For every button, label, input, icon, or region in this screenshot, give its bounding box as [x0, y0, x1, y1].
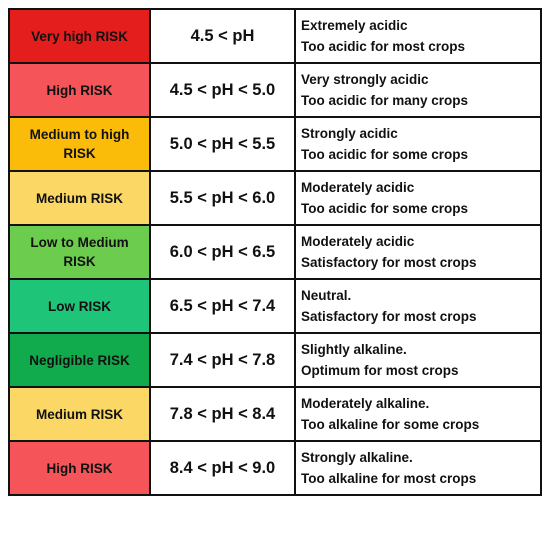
acidity-description: Slightly alkaline.: [301, 342, 407, 357]
description-cell: Moderately acidic Satisfactory for most …: [294, 224, 542, 280]
ph-range-cell: 4.5 < pH < 5.0: [149, 62, 296, 118]
acidity-description: Moderately acidic: [301, 234, 415, 249]
risk-level-cell: Medium to high RISK: [8, 116, 151, 172]
description-cell: Slightly alkaline. Optimum for most crop…: [294, 332, 542, 388]
risk-level-cell: Medium RISK: [8, 170, 151, 226]
crop-suitability: Satisfactory for most crops: [301, 309, 477, 324]
risk-level-cell: Very high RISK: [8, 8, 151, 64]
crop-suitability: Too alkaline for some crops: [301, 417, 480, 432]
risk-level-cell: Low RISK: [8, 278, 151, 334]
table-row: Negligible RISK 7.4 < pH < 7.8 Slightly …: [8, 332, 542, 388]
ph-range-cell: 4.5 < pH: [149, 8, 296, 64]
crop-suitability: Too acidic for some crops: [301, 201, 469, 216]
description-cell: Neutral. Satisfactory for most crops: [294, 278, 542, 334]
table-row: Medium RISK 5.5 < pH < 6.0 Moderately ac…: [8, 170, 542, 226]
acidity-description: Strongly acidic: [301, 126, 398, 141]
table-row: Medium RISK 7.8 < pH < 8.4 Moderately al…: [8, 386, 542, 442]
ph-range-cell: 7.4 < pH < 7.8: [149, 332, 296, 388]
crop-suitability: Too acidic for some crops: [301, 147, 469, 162]
table-row: High RISK 8.4 < pH < 9.0 Strongly alkali…: [8, 440, 542, 496]
crop-suitability: Too acidic for most crops: [301, 39, 466, 54]
crop-suitability: Satisfactory for most crops: [301, 255, 477, 270]
acidity-description: Moderately acidic: [301, 180, 415, 195]
acidity-description: Extremely acidic: [301, 18, 408, 33]
table-row: Low to Medium RISK 6.0 < pH < 6.5 Modera…: [8, 224, 542, 280]
ph-range-cell: 6.0 < pH < 6.5: [149, 224, 296, 280]
table-row: Very high RISK 4.5 < pH Extremely acidic…: [8, 8, 542, 64]
ph-range-cell: 6.5 < pH < 7.4: [149, 278, 296, 334]
description-cell: Strongly acidic Too acidic for some crop…: [294, 116, 542, 172]
acidity-description: Very strongly acidic: [301, 72, 429, 87]
description-cell: Very strongly acidic Too acidic for many…: [294, 62, 542, 118]
description-cell: Moderately acidic Too acidic for some cr…: [294, 170, 542, 226]
crop-suitability: Too acidic for many crops: [301, 93, 469, 108]
ph-range-cell: 5.0 < pH < 5.5: [149, 116, 296, 172]
risk-level-cell: High RISK: [8, 62, 151, 118]
ph-range-cell: 7.8 < pH < 8.4: [149, 386, 296, 442]
ph-risk-table: Very high RISK 4.5 < pH Extremely acidic…: [8, 8, 542, 496]
ph-range-cell: 8.4 < pH < 9.0: [149, 440, 296, 496]
description-cell: Strongly alkaline. Too alkaline for most…: [294, 440, 542, 496]
table-row: Low RISK 6.5 < pH < 7.4 Neutral. Satisfa…: [8, 278, 542, 334]
acidity-description: Moderately alkaline.: [301, 396, 430, 411]
acidity-description: Strongly alkaline.: [301, 450, 413, 465]
description-cell: Extremely acidic Too acidic for most cro…: [294, 8, 542, 64]
ph-range-cell: 5.5 < pH < 6.0: [149, 170, 296, 226]
risk-level-cell: Low to Medium RISK: [8, 224, 151, 280]
risk-level-cell: Negligible RISK: [8, 332, 151, 388]
crop-suitability: Too alkaline for most crops: [301, 471, 477, 486]
risk-level-cell: High RISK: [8, 440, 151, 496]
acidity-description: Neutral.: [301, 288, 352, 303]
table-row: High RISK 4.5 < pH < 5.0 Very strongly a…: [8, 62, 542, 118]
description-cell: Moderately alkaline. Too alkaline for so…: [294, 386, 542, 442]
table-row: Medium to high RISK 5.0 < pH < 5.5 Stron…: [8, 116, 542, 172]
crop-suitability: Optimum for most crops: [301, 363, 459, 378]
risk-level-cell: Medium RISK: [8, 386, 151, 442]
